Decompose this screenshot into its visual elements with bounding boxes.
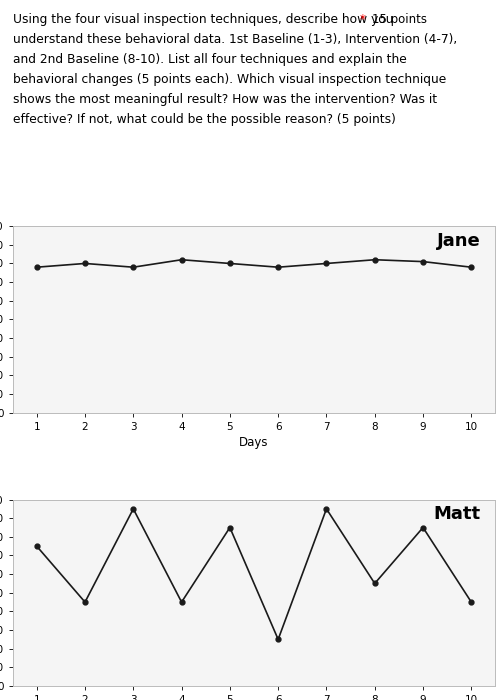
- Text: Matt: Matt: [434, 505, 481, 523]
- Text: 15 points: 15 points: [372, 13, 428, 26]
- Text: *: *: [360, 13, 370, 26]
- X-axis label: Days: Days: [239, 436, 269, 449]
- Text: and 2nd Baseline (8-10). List all four techniques and explain the: and 2nd Baseline (8-10). List all four t…: [13, 53, 406, 66]
- Text: Jane: Jane: [437, 232, 481, 250]
- Text: shows the most meaningful result? How was the intervention? Was it: shows the most meaningful result? How wa…: [13, 93, 437, 106]
- Text: behavioral changes (5 points each). Which visual inspection technique: behavioral changes (5 points each). Whic…: [13, 73, 446, 86]
- Text: effective? If not, what could be the possible reason? (5 points): effective? If not, what could be the pos…: [13, 113, 395, 126]
- Text: Using the four visual inspection techniques, describe how you: Using the four visual inspection techniq…: [13, 13, 393, 26]
- Text: understand these behavioral data. 1st Baseline (1-3), Intervention (4-7),: understand these behavioral data. 1st Ba…: [13, 33, 457, 46]
